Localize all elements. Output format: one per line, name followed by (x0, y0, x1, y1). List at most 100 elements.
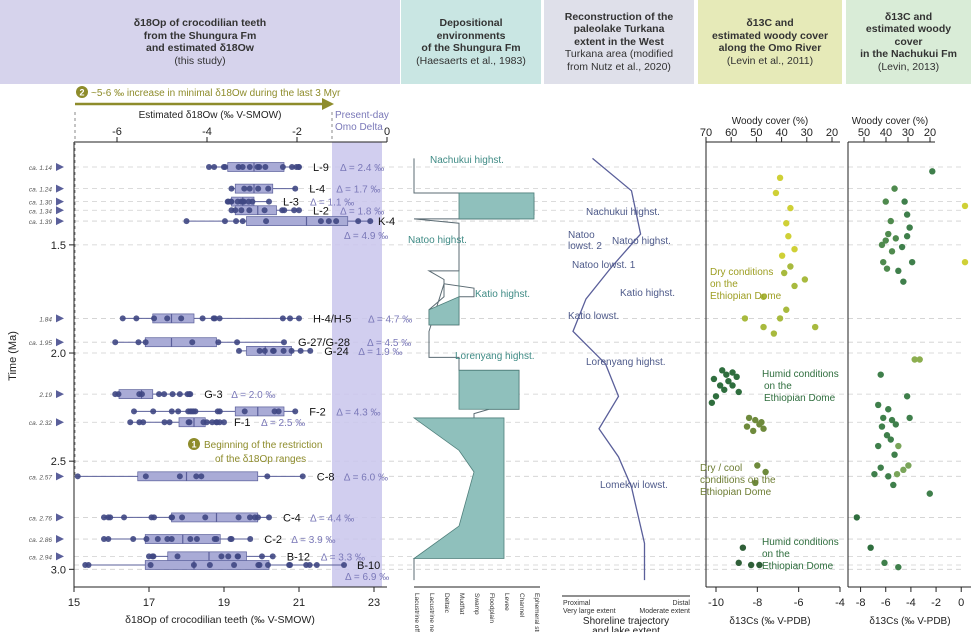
dep-category: Mudflat (458, 593, 465, 615)
nach-point (885, 230, 892, 238)
range-label: Δ = 2.0 ‰ (231, 390, 275, 401)
data-point (265, 185, 272, 192)
dep-category: Deltaic (443, 593, 450, 614)
nach-point (874, 401, 882, 409)
data-point (142, 473, 149, 480)
data-point (156, 391, 163, 398)
nach-point (891, 451, 898, 458)
omo-annotation: on the (764, 381, 792, 392)
omo-point (783, 220, 790, 227)
box (234, 406, 285, 417)
data-point (247, 536, 254, 543)
lake-axis-title: and lake extent (592, 626, 660, 632)
unit-label: L-2 (313, 205, 329, 217)
nach-point (961, 202, 969, 210)
nach-point (878, 241, 886, 249)
data-point (164, 315, 171, 322)
shoreline-curve (572, 157, 646, 581)
data-point (183, 218, 190, 225)
data-point (255, 562, 262, 568)
present-day-label: Omo Delta (335, 122, 383, 133)
age-marker (56, 418, 64, 427)
header-line: (this study) (174, 54, 226, 67)
data-point (149, 553, 156, 560)
data-point (281, 339, 287, 346)
nach-x2-title: Woody cover (%) (852, 116, 929, 127)
omo-x2-tick-label: 40 (775, 127, 787, 139)
data-point (246, 185, 253, 192)
nach-point (891, 185, 898, 192)
data-point (138, 391, 145, 398)
omo-annotation: Ethiopian Dome (764, 393, 836, 404)
nach-point (882, 237, 889, 244)
nach-point (900, 466, 907, 474)
range-label: Δ = 4.3 ‰ (336, 407, 380, 418)
nach-point (895, 267, 902, 275)
data-point (85, 562, 92, 568)
data-point (107, 514, 114, 521)
data-point (306, 562, 313, 568)
data-point (213, 536, 220, 543)
omo-point (783, 306, 790, 313)
header-paleolake: Reconstruction of the paleolake Turkana … (544, 0, 694, 84)
box (171, 512, 259, 523)
nach-point (890, 481, 897, 489)
data-point (254, 164, 261, 170)
data-point (218, 553, 225, 560)
nach-point (900, 278, 907, 285)
data-point (241, 185, 248, 192)
header-line: in the Nachukui Fm (860, 48, 957, 61)
omo-x-tick-label: -6 (794, 597, 804, 609)
data-point (291, 207, 298, 214)
nach-point (882, 198, 889, 205)
omo-point (729, 382, 736, 389)
data-point (206, 164, 212, 170)
omo-point (743, 423, 751, 430)
header-line: from Nutz et al., 2020) (567, 60, 671, 73)
data-point (227, 198, 234, 205)
data-point (186, 391, 193, 398)
omo-point (754, 462, 761, 469)
data-point (221, 218, 228, 225)
omo-point (791, 245, 798, 253)
data-point (174, 553, 181, 560)
x2-axis-title: Estimated δ18Ow (‰ V-SMOW) (139, 110, 282, 121)
box (152, 313, 195, 324)
data-point (146, 553, 152, 560)
data-point (333, 218, 340, 225)
data-point (256, 562, 263, 568)
data-point (168, 536, 175, 543)
nach-point (867, 544, 874, 551)
nach-x-tick-label: -6 (881, 597, 891, 609)
data-point (241, 408, 248, 415)
omo-annotation: on the (762, 549, 790, 560)
y-tick-label: 1.5 (51, 240, 66, 252)
dep-category: Levee (503, 593, 510, 611)
nach-point (908, 258, 916, 266)
range-label: Δ = 1.9 ‰ (358, 347, 402, 358)
data-point (184, 391, 191, 398)
omo-point (776, 174, 784, 182)
age-label: ca. 1.30 (29, 200, 53, 207)
box (231, 196, 255, 207)
age-label: 1.84 (39, 316, 52, 323)
data-point (317, 218, 324, 225)
data-point (136, 391, 143, 398)
omo-point (760, 323, 767, 331)
dep-label: Natoo highst. (408, 235, 467, 246)
x-tick-label: 19 (218, 597, 230, 609)
omo-point (745, 414, 753, 422)
nach-point (895, 563, 902, 571)
box (118, 389, 154, 399)
data-point (225, 553, 232, 560)
lake-label: Lorenyang highst. (586, 357, 666, 368)
omo-point (741, 315, 749, 322)
data-point (261, 347, 268, 354)
nach-point (871, 470, 878, 478)
range-label: Δ = 3.9 ‰ (291, 535, 335, 546)
nach-point (878, 423, 886, 430)
age-marker (56, 163, 64, 171)
nach-point (883, 432, 891, 439)
data-point (185, 419, 192, 426)
nach-point (961, 258, 969, 266)
